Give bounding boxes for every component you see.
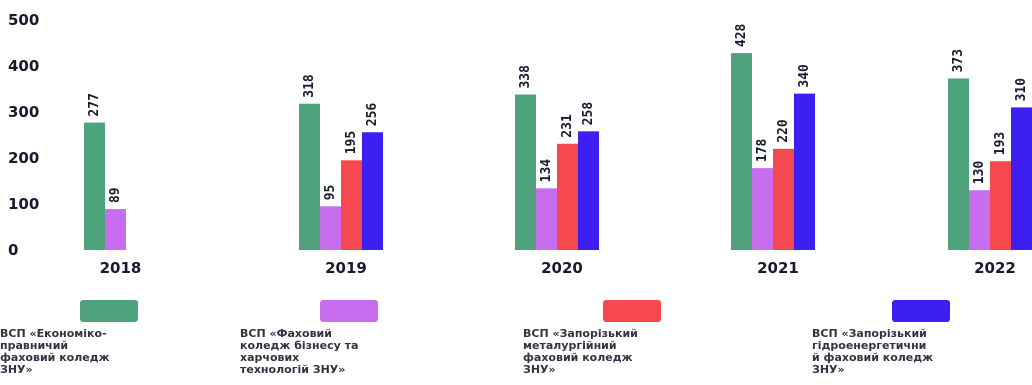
bar — [731, 53, 752, 251]
x-category-label: 2022 — [974, 259, 1016, 277]
bar — [773, 148, 794, 250]
data-label: 310 — [1014, 78, 1029, 102]
y-tick-label: 0 — [8, 241, 18, 259]
bar — [969, 190, 990, 250]
bar — [1011, 107, 1032, 251]
legend-item-hydropower-college: ВСП «Запорізький гідроенергетични й фахо… — [812, 300, 1032, 376]
data-label: 178 — [755, 138, 770, 162]
legend: ВСП «Економіко- правничий фаховий коледж… — [0, 300, 1032, 385]
y-tick-label: 300 — [8, 103, 39, 121]
x-category-label: 2021 — [757, 259, 799, 277]
bar — [320, 206, 341, 250]
legend-item-economic-law-college: ВСП «Економіко- правничий фаховий коледж… — [0, 300, 220, 376]
y-tick-label: 500 — [8, 11, 39, 29]
data-label: 89 — [108, 187, 123, 203]
y-tick-label: 200 — [8, 149, 39, 167]
y-tick-label: 100 — [8, 195, 39, 213]
data-label: 277 — [87, 93, 102, 116]
data-label: 373 — [951, 49, 966, 72]
data-label: 256 — [365, 103, 380, 127]
data-label: 338 — [518, 65, 533, 89]
legend-item-metallurgical-college: ВСП «Запорізький металургійний фаховий к… — [523, 300, 743, 376]
legend-item-business-food-college: ВСП «Фаховий коледж бізнесу та харчових … — [240, 300, 460, 376]
bar — [341, 160, 362, 250]
legend-label: ВСП «Фаховий коледж бізнесу та харчових … — [240, 327, 359, 376]
bar — [948, 78, 969, 250]
x-category-label: 2019 — [325, 259, 367, 277]
legend-label: ВСП «Запорізький металургійний фаховий к… — [523, 327, 638, 376]
data-label: 428 — [734, 23, 749, 47]
bar — [578, 131, 599, 250]
bar — [536, 188, 557, 250]
data-label: 220 — [776, 119, 791, 143]
bar — [362, 132, 383, 250]
bar — [557, 143, 578, 250]
x-category-label: 2020 — [541, 259, 583, 277]
data-label: 258 — [581, 102, 596, 126]
data-label: 95 — [323, 185, 338, 201]
data-label: 318 — [302, 74, 317, 98]
bar — [794, 93, 815, 250]
legend-swatch — [320, 300, 378, 322]
legend-swatch — [892, 300, 950, 322]
data-label: 130 — [972, 161, 987, 185]
legend-swatch — [603, 300, 661, 322]
data-label: 231 — [560, 114, 575, 138]
y-tick-label: 400 — [8, 57, 39, 75]
legend-label: ВСП «Запорізький гідроенергетични й фахо… — [812, 327, 934, 376]
bar — [752, 168, 773, 250]
bar — [105, 209, 126, 250]
legend-label: ВСП «Економіко- правничий фаховий коледж… — [0, 327, 110, 376]
bar — [990, 161, 1011, 250]
x-category-label: 2018 — [100, 259, 142, 277]
data-label: 193 — [993, 132, 1008, 155]
legend-swatch — [80, 300, 138, 322]
bar — [515, 94, 536, 251]
data-label: 340 — [797, 64, 812, 88]
bar — [299, 103, 320, 250]
data-label: 195 — [344, 131, 359, 154]
data-label: 134 — [539, 159, 554, 183]
bar — [84, 122, 105, 250]
